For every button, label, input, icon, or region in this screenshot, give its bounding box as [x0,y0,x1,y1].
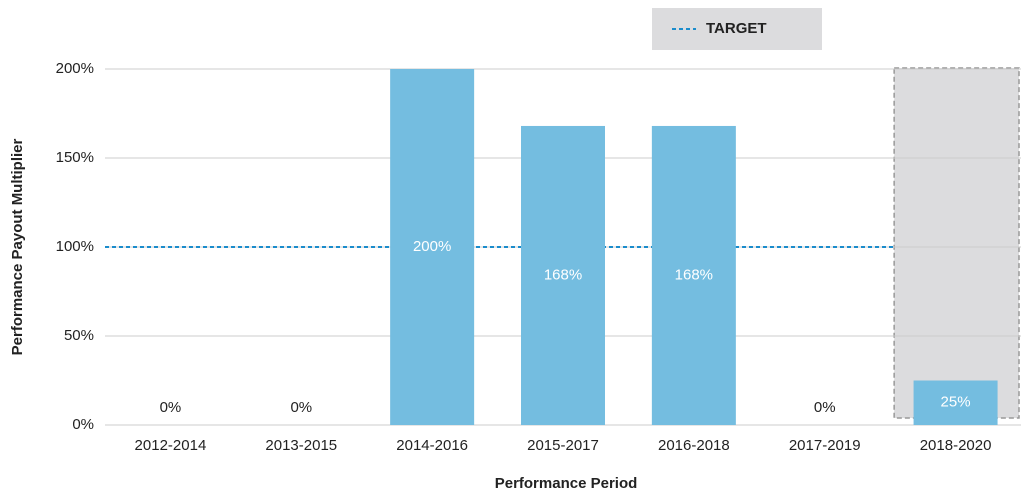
bar [521,125,605,426]
x-axis-title: Performance Period [495,475,638,492]
y-tick-label: 50% [64,327,94,344]
bar [390,69,475,425]
data-label: 200% [413,238,451,255]
y-tick-label: 150% [56,149,94,166]
y-tick-label: 100% [56,238,94,255]
x-tick-label: 2016-2018 [658,437,730,454]
x-tick-label: 2018-2020 [920,437,992,454]
y-axis-title: Performance Payout Multiplier [9,138,26,355]
data-label: 0% [290,399,312,416]
data-label: 168% [675,266,713,283]
y-tick-label: 200% [56,60,94,77]
y-tick-label: 0% [72,416,94,433]
data-label: 168% [544,266,582,283]
x-tick-label: 2012-2014 [135,437,207,454]
x-tick-label: 2017-2019 [789,437,861,454]
data-label: 25% [941,394,971,411]
x-tick-label: 2015-2017 [527,437,599,454]
bar [913,380,998,425]
bar [651,125,736,426]
data-label: 0% [814,399,836,416]
x-tick-label: 2014-2016 [396,437,468,454]
legend-label: TARGET [706,20,767,37]
data-label: 0% [160,399,182,416]
x-tick-label: 2013-2015 [265,437,337,454]
projected-region [893,67,1020,419]
